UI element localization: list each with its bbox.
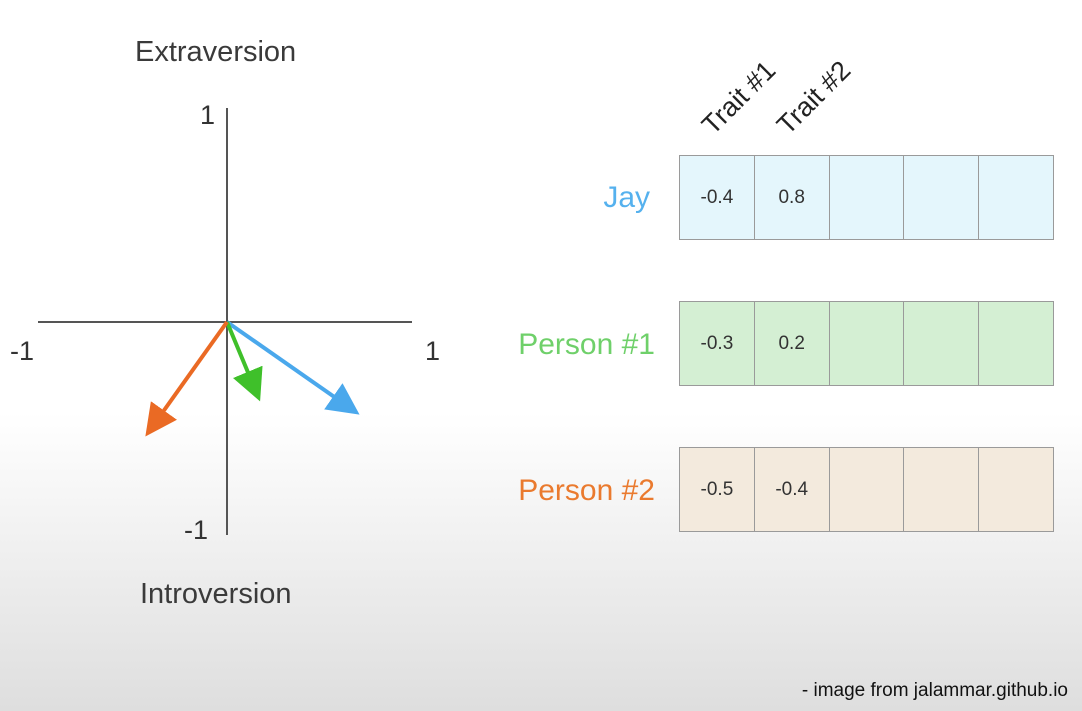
cell — [979, 156, 1053, 239]
axis-bottom-label: Introversion — [140, 578, 292, 610]
tick-top: 1 — [200, 100, 216, 130]
arrow-person-1 — [225, 321, 263, 402]
cell — [830, 448, 905, 531]
cell — [904, 448, 980, 531]
cell — [904, 302, 980, 385]
cell: 0.8 — [755, 156, 830, 239]
row-label-person-2: Person #2 — [518, 474, 655, 507]
image-caption: - image from jalammar.github.io — [801, 680, 1068, 701]
vector-row-jay: -0.4 0.8 — [679, 155, 1054, 240]
header-trait-1: Trait #1 — [696, 55, 782, 141]
vector-plot — [38, 108, 412, 535]
cell — [830, 156, 905, 239]
cell — [979, 302, 1053, 385]
cell: -0.3 — [680, 302, 755, 385]
vector-row-person-1: -0.3 0.2 — [679, 301, 1054, 386]
tick-right: 1 — [425, 336, 441, 366]
arrow-jay — [225, 320, 360, 415]
vector-row-person-2: -0.5 -0.4 — [679, 447, 1054, 532]
tick-left: -1 — [10, 336, 35, 366]
cell — [979, 448, 1053, 531]
cell: 0.2 — [755, 302, 830, 385]
cell: -0.4 — [680, 156, 755, 239]
header-trait-2: Trait #2 — [771, 55, 857, 141]
cell: -0.5 — [680, 448, 755, 531]
row-label-person-1: Person #1 — [518, 328, 655, 361]
cell: -0.4 — [755, 448, 830, 531]
cell — [830, 302, 905, 385]
cell — [904, 156, 980, 239]
axis-top-label: Extraversion — [135, 36, 297, 68]
arrow-person-2 — [145, 320, 229, 437]
tick-bottom: -1 — [184, 515, 209, 545]
row-label-jay: Jay — [603, 181, 650, 214]
